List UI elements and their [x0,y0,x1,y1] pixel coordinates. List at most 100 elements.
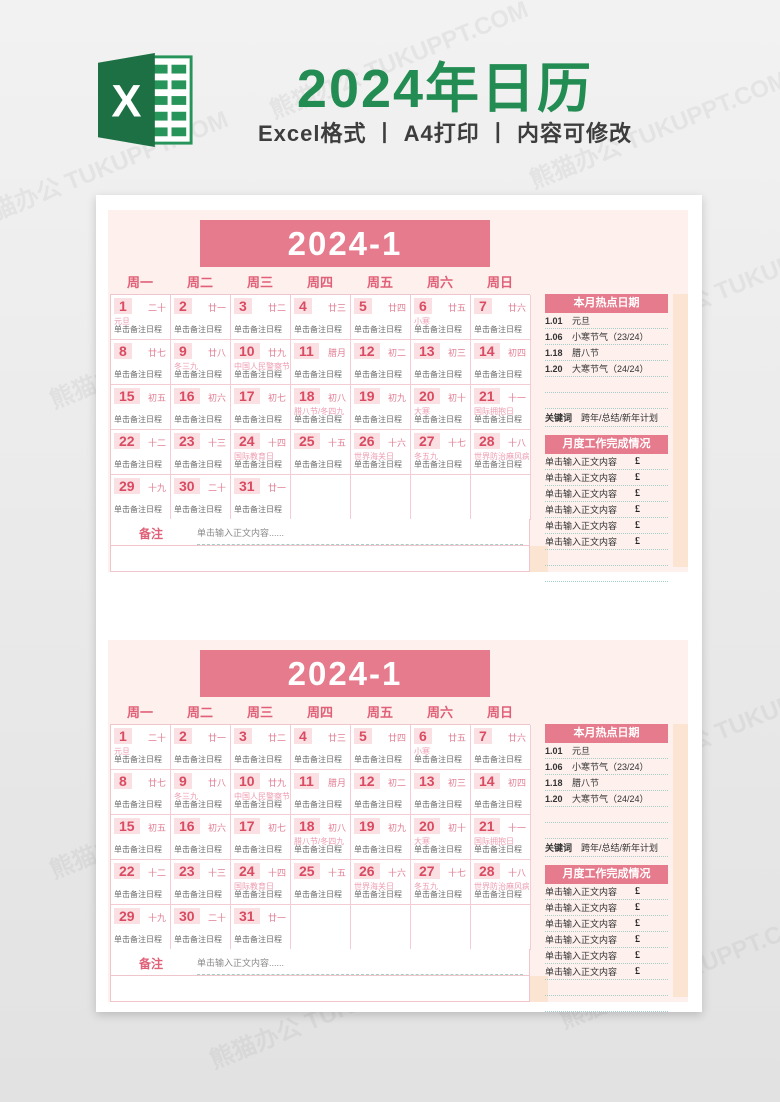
day-cell[interactable]: 6 廿五 小寒 单击备注日程 [411,295,471,340]
day-cell[interactable]: 11 腊月 单击备注日程 [291,770,351,815]
checkbox-glyph[interactable]: £ [635,950,640,961]
day-cell[interactable]: 26 十六 世界海关日 单击备注日程 [351,430,411,475]
checkbox-glyph[interactable]: £ [635,488,640,499]
schedule-placeholder[interactable]: 单击备注日程 [234,755,282,764]
schedule-placeholder[interactable]: 单击备注日程 [174,935,222,944]
day-cell[interactable]: 20 初十 大寒 单击备注日程 [411,815,471,860]
day-cell[interactable]: 18 初八 腊八节/冬四九 单击备注日程 [291,815,351,860]
schedule-placeholder[interactable]: 单击备注日程 [474,800,522,809]
schedule-placeholder[interactable]: 单击备注日程 [114,935,162,944]
schedule-placeholder[interactable]: 单击备注日程 [234,460,282,469]
day-cell[interactable]: 2 廿一 单击备注日程 [171,295,231,340]
day-cell[interactable]: 9 廿八 冬三九 单击备注日程 [171,770,231,815]
day-cell[interactable]: 20 初十 大寒 单击备注日程 [411,385,471,430]
schedule-placeholder[interactable]: 单击备注日程 [414,325,462,334]
schedule-placeholder[interactable]: 单击备注日程 [234,415,282,424]
schedule-placeholder[interactable]: 单击备注日程 [174,505,222,514]
work-input-placeholder[interactable]: 单击输入正文内容 [545,521,618,531]
schedule-placeholder[interactable]: 单击备注日程 [414,415,462,424]
schedule-placeholder[interactable]: 单击备注日程 [174,370,222,379]
schedule-placeholder[interactable]: 单击备注日程 [414,755,462,764]
day-cell[interactable]: 5 廿四 单击备注日程 [351,725,411,770]
day-cell[interactable]: 1 二十 元旦 单击备注日程 [111,295,171,340]
schedule-placeholder[interactable]: 单击备注日程 [114,755,162,764]
schedule-placeholder[interactable]: 单击备注日程 [354,755,402,764]
work-input-placeholder[interactable]: 单击输入正文内容 [545,489,618,499]
schedule-placeholder[interactable]: 单击备注日程 [294,800,342,809]
day-cell[interactable]: 24 十四 国际教育日 单击备注日程 [231,430,291,475]
day-cell[interactable]: 4 廿三 单击备注日程 [291,725,351,770]
day-cell[interactable]: 27 十七 冬五九 单击备注日程 [411,430,471,475]
day-cell[interactable]: 14 初四 单击备注日程 [471,770,531,815]
checkbox-glyph[interactable]: £ [635,934,640,945]
day-cell[interactable]: 14 初四 单击备注日程 [471,340,531,385]
day-cell[interactable]: 25 十五 单击备注日程 [291,430,351,475]
schedule-placeholder[interactable]: 单击备注日程 [174,755,222,764]
checkbox-glyph[interactable]: £ [635,902,640,913]
day-cell[interactable]: 5 廿四 单击备注日程 [351,295,411,340]
schedule-placeholder[interactable]: 单击备注日程 [294,370,342,379]
work-input-placeholder[interactable]: 单击输入正文内容 [545,903,618,913]
day-cell[interactable]: 29 十九 单击备注日程 [111,905,171,950]
day-cell[interactable]: 3 廿二 单击备注日程 [231,725,291,770]
schedule-placeholder[interactable]: 单击备注日程 [114,800,162,809]
schedule-placeholder[interactable]: 单击备注日程 [414,460,462,469]
checkbox-glyph[interactable]: £ [635,504,640,515]
day-cell[interactable]: 17 初七 单击备注日程 [231,815,291,860]
schedule-placeholder[interactable]: 单击备注日程 [294,755,342,764]
day-cell[interactable]: 15 初五 单击备注日程 [111,385,171,430]
day-cell[interactable]: 12 初二 单击备注日程 [351,340,411,385]
note-input-placeholder[interactable]: 单击输入正文内容...... [197,526,523,545]
schedule-placeholder[interactable]: 单击备注日程 [474,845,522,854]
schedule-placeholder[interactable]: 单击备注日程 [114,505,162,514]
day-cell[interactable]: 19 初九 单击备注日程 [351,815,411,860]
checkbox-glyph[interactable]: £ [635,456,640,467]
schedule-placeholder[interactable]: 单击备注日程 [174,890,222,899]
day-cell[interactable]: 23 十三 单击备注日程 [171,430,231,475]
day-cell[interactable]: 15 初五 单击备注日程 [111,815,171,860]
schedule-placeholder[interactable]: 单击备注日程 [294,460,342,469]
work-input-placeholder[interactable]: 单击输入正文内容 [545,457,618,467]
schedule-placeholder[interactable]: 单击备注日程 [474,890,522,899]
day-cell[interactable]: 3 廿二 单击备注日程 [231,295,291,340]
schedule-placeholder[interactable]: 单击备注日程 [114,890,162,899]
day-cell[interactable]: 28 十八世界防治麻风病日单击备注日程 [471,860,531,905]
schedule-placeholder[interactable]: 单击备注日程 [474,415,522,424]
day-cell[interactable]: 23 十三 单击备注日程 [171,860,231,905]
day-cell[interactable]: 21 十一 国际拥抱日 单击备注日程 [471,385,531,430]
day-cell[interactable]: 16 初六 单击备注日程 [171,815,231,860]
checkbox-glyph[interactable]: £ [635,472,640,483]
schedule-placeholder[interactable]: 单击备注日程 [354,325,402,334]
day-cell[interactable]: 18 初八 腊八节/冬四九 单击备注日程 [291,385,351,430]
day-cell[interactable]: 9 廿八 冬三九 单击备注日程 [171,340,231,385]
schedule-placeholder[interactable]: 单击备注日程 [354,800,402,809]
note-input-placeholder[interactable]: 单击输入正文内容...... [197,956,523,975]
schedule-placeholder[interactable]: 单击备注日程 [174,460,222,469]
schedule-placeholder[interactable]: 单击备注日程 [234,325,282,334]
day-cell[interactable]: 28 十八世界防治麻风病日单击备注日程 [471,430,531,475]
day-cell[interactable]: 2 廿一 单击备注日程 [171,725,231,770]
day-cell[interactable]: 29 十九 单击备注日程 [111,475,171,520]
checkbox-glyph[interactable]: £ [635,918,640,929]
day-cell[interactable]: 11 腊月 单击备注日程 [291,340,351,385]
schedule-placeholder[interactable]: 单击备注日程 [474,460,522,469]
schedule-placeholder[interactable]: 单击备注日程 [174,325,222,334]
checkbox-glyph[interactable]: £ [635,520,640,531]
day-cell[interactable]: 4 廿三 单击备注日程 [291,295,351,340]
schedule-placeholder[interactable]: 单击备注日程 [474,325,522,334]
schedule-placeholder[interactable]: 单击备注日程 [294,890,342,899]
schedule-placeholder[interactable]: 单击备注日程 [234,935,282,944]
schedule-placeholder[interactable]: 单击备注日程 [114,460,162,469]
work-input-placeholder[interactable]: 单击输入正文内容 [545,919,618,929]
work-input-placeholder[interactable]: 单击输入正文内容 [545,473,618,483]
day-cell[interactable]: 21 十一 国际拥抱日 单击备注日程 [471,815,531,860]
day-cell[interactable]: 31 廿一 单击备注日程 [231,475,291,520]
day-cell[interactable]: 10 廿九 中国人民警察节 单击备注日程 [231,340,291,385]
day-cell[interactable]: 10 廿九 中国人民警察节 单击备注日程 [231,770,291,815]
schedule-placeholder[interactable]: 单击备注日程 [234,505,282,514]
day-cell[interactable]: 26 十六 世界海关日 单击备注日程 [351,860,411,905]
schedule-placeholder[interactable]: 单击备注日程 [234,845,282,854]
day-cell[interactable]: 30 二十 单击备注日程 [171,905,231,950]
checkbox-glyph[interactable]: £ [635,966,640,977]
schedule-placeholder[interactable]: 单击备注日程 [474,370,522,379]
